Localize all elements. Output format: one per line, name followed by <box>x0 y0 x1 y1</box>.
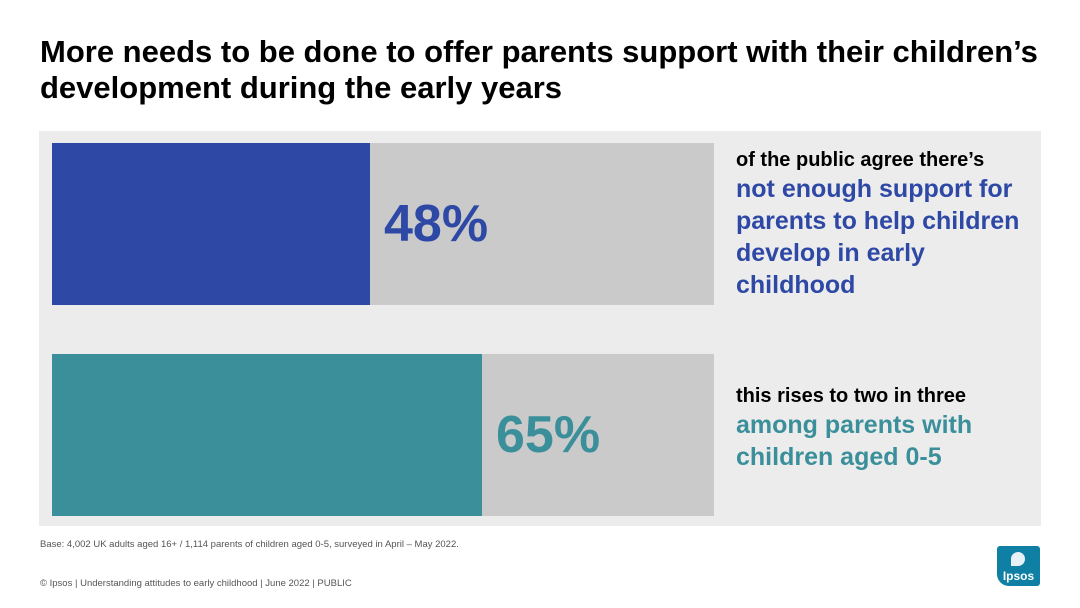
bar-value-label-parents: 65% <box>496 406 601 464</box>
ipsos-logo: Ipsos <box>997 546 1040 586</box>
callout-lead-parents: this rises to two in three <box>736 385 967 407</box>
bar-public <box>52 143 370 305</box>
callout-parents: this rises to two in three among parents… <box>736 383 1026 473</box>
callout-highlight-parents: among parents with children aged 0-5 <box>736 411 973 471</box>
footer: © Ipsos | Understanding attitudes to ear… <box>40 578 352 589</box>
page-title: More needs to be done to offer parents s… <box>40 34 1038 105</box>
bar-value-label-public: 48% <box>384 195 489 253</box>
bar-track-public: 48% <box>52 143 714 305</box>
chart-panel: 48% of the public agree there’s not enou… <box>39 131 1041 526</box>
base-note: Base: 4,002 UK adults aged 16+ / 1,114 p… <box>40 539 459 550</box>
callout-highlight-public: not enough support for parents to help c… <box>736 175 1020 299</box>
callout-lead-public: of the public agree there’s <box>736 149 985 171</box>
bar-parents <box>52 354 482 516</box>
logo-mark-icon <box>1011 552 1025 566</box>
logo-text: Ipsos <box>1002 569 1035 583</box>
bar-track-parents: 65% <box>52 354 714 516</box>
callout-public: of the public agree there’s not enough s… <box>736 147 1026 301</box>
